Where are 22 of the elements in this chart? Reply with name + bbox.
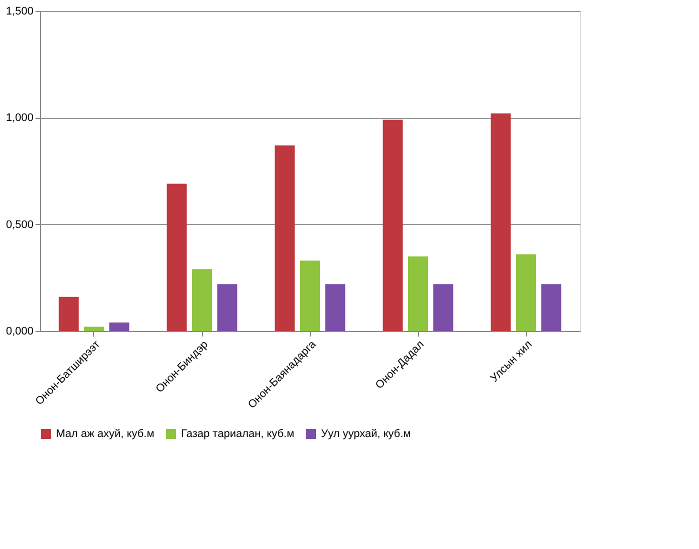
bar <box>274 145 295 331</box>
y-tick-label: 1,500 <box>6 6 34 18</box>
bar <box>433 284 454 331</box>
bar <box>325 284 346 331</box>
legend-label: Уул уурхай, куб.м <box>321 428 411 440</box>
legend-label: Газар тариалан, куб.м <box>181 428 294 440</box>
bar <box>217 284 238 331</box>
bar <box>408 256 428 331</box>
bar <box>109 322 130 331</box>
bar <box>192 269 212 331</box>
bar <box>300 260 320 331</box>
bar <box>84 326 104 331</box>
y-tick-label: 0,000 <box>6 326 34 338</box>
bar <box>166 184 187 331</box>
y-tick-label: 0,500 <box>6 218 34 231</box>
bar <box>382 120 403 331</box>
y-tick-label: 1,000 <box>6 112 34 124</box>
bar <box>541 284 562 331</box>
bar <box>58 296 79 331</box>
legend-label: Мал аж ахуй, куб.м <box>56 428 154 440</box>
bar <box>516 254 536 331</box>
bar <box>490 113 511 331</box>
